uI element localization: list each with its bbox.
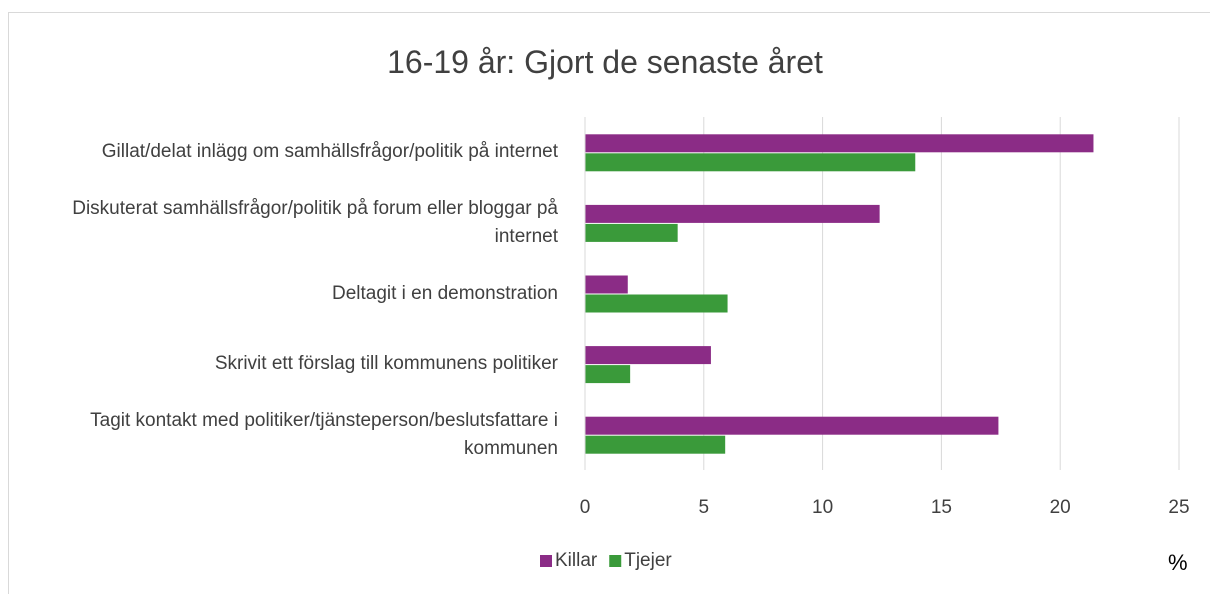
y-tick-label: Diskuterat samhällsfrågor/politik på for… xyxy=(72,197,558,247)
legend-swatch xyxy=(609,555,622,567)
y-tick-label: Gillat/delat inlägg om samhällsfrågor/po… xyxy=(101,141,558,163)
x-tick-label: 5 xyxy=(698,497,710,518)
bar xyxy=(585,153,916,172)
legend-swatch xyxy=(540,555,552,567)
bar xyxy=(585,223,678,242)
y-tick-label: Skrivit ett förslag till kommunens polit… xyxy=(214,353,558,375)
legend-label: Killar xyxy=(555,550,598,571)
x-tick-label: 20 xyxy=(1049,497,1071,518)
chart-border xyxy=(8,12,1210,594)
bar xyxy=(585,275,628,294)
legend-label: Tjejer xyxy=(624,550,672,571)
bar xyxy=(585,204,880,223)
chart-title: 16-19 år: Gjort de senaste året xyxy=(387,44,823,80)
bar xyxy=(585,294,728,313)
bar xyxy=(585,435,726,454)
x-axis-label: % xyxy=(1168,550,1188,575)
bar xyxy=(585,346,711,365)
bar xyxy=(585,134,1094,153)
y-tick-label: Tagit kontakt med politiker/tjänsteperso… xyxy=(90,409,558,459)
x-tick-label: 15 xyxy=(930,497,952,518)
x-tick-label: 10 xyxy=(812,497,834,518)
x-tick-label: 0 xyxy=(579,497,591,518)
bar xyxy=(585,365,631,384)
bar xyxy=(585,416,999,435)
y-tick-label: Deltagit i en demonstration xyxy=(331,282,558,304)
x-tick-label: 25 xyxy=(1168,497,1190,518)
